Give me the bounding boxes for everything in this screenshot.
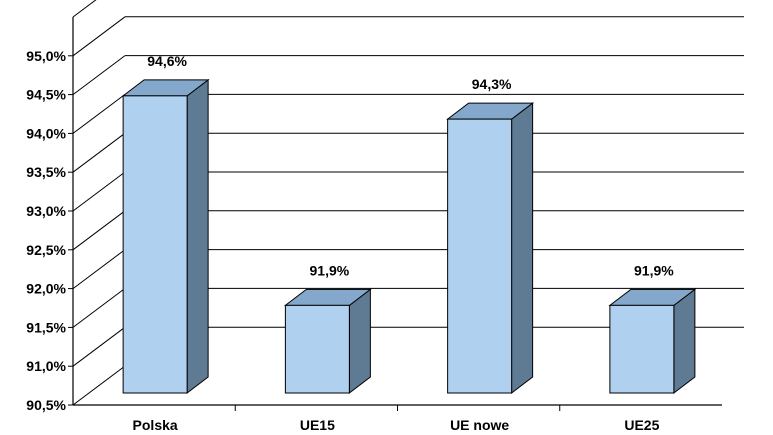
x-category-label: UE nowe (450, 417, 509, 433)
bars (121, 78, 697, 395)
bar-front (122, 95, 188, 394)
bar-polska (121, 78, 210, 395)
axes (68, 0, 722, 411)
data-label: 91,9% (310, 262, 350, 278)
bar-front (284, 304, 350, 394)
gridline-side (72, 94, 126, 134)
x-category-label: Polska (133, 417, 178, 433)
gridline-side (72, 171, 126, 212)
y-tick-label: 94,0% (26, 125, 66, 141)
left-wall-top (72, 0, 97, 18)
bar-side (673, 288, 696, 395)
bar-front (609, 304, 675, 394)
bar-ue-nowe (446, 102, 535, 395)
bar-front (447, 118, 513, 394)
gridlines (72, 16, 744, 367)
y-tick-label: 90,5% (26, 397, 66, 413)
floor-edge (72, 365, 126, 406)
y-tick-label: 91,5% (26, 319, 66, 335)
gridline-side (72, 16, 126, 57)
data-label: 91,9% (634, 262, 674, 278)
y-tick-label: 92,0% (26, 281, 66, 297)
gridline-side (72, 249, 126, 290)
y-tick-label: 94,5% (26, 87, 66, 103)
bar-ue25 (608, 288, 697, 395)
y-tick-label: 93,5% (26, 164, 66, 180)
bar-side (186, 78, 209, 395)
y-tick-label: 92,5% (26, 242, 66, 258)
gridline-side (72, 132, 126, 173)
bar-side (511, 102, 534, 395)
gridline-side (72, 287, 126, 328)
y-tick-label: 93,0% (26, 203, 66, 219)
y-tick-label: 91,0% (26, 358, 66, 374)
bar-ue15 (283, 288, 372, 395)
x-category-label: UE15 (300, 417, 335, 433)
labels: 90,5% 91,0% 91,5% 92,0% 92,5% 93,0% 93,5% 94,0%… (26, 48, 674, 433)
gridline-side (72, 210, 126, 251)
data-label: 94,6% (147, 53, 187, 69)
x-category-label: UE25 (624, 417, 659, 433)
y-tick-label: 95,0% (26, 48, 66, 64)
bar-side (348, 288, 371, 395)
data-label: 94,3% (472, 76, 512, 92)
gridline-side (72, 55, 126, 95)
gridline-side (72, 326, 126, 367)
